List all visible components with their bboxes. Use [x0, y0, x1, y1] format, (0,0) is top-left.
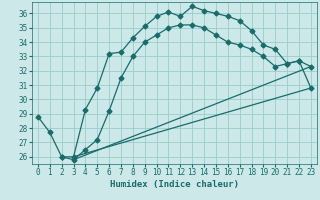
X-axis label: Humidex (Indice chaleur): Humidex (Indice chaleur)	[110, 180, 239, 189]
